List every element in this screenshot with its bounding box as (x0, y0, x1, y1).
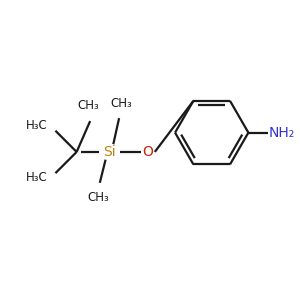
Text: Si: Si (103, 145, 116, 159)
Text: NH₂: NH₂ (268, 126, 295, 140)
Text: CH₃: CH₃ (87, 190, 109, 203)
Text: H₃C: H₃C (26, 119, 48, 132)
Text: O: O (142, 145, 154, 159)
Text: CH₃: CH₃ (110, 98, 132, 110)
Text: H₃C: H₃C (26, 172, 48, 184)
Text: CH₃: CH₃ (77, 99, 99, 112)
